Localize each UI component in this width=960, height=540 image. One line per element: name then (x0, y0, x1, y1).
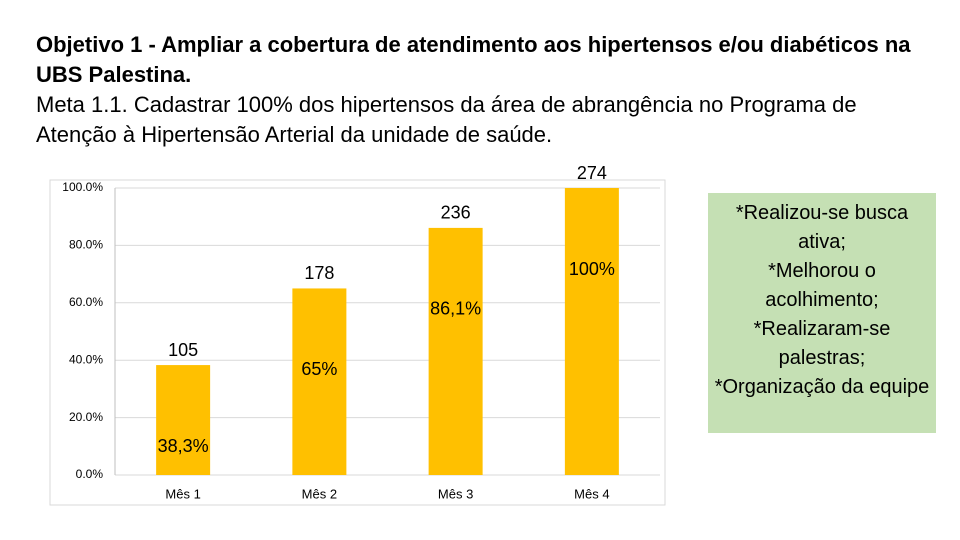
count-label: 236 (441, 203, 471, 223)
header: Objetivo 1 - Ampliar a cobertura de aten… (36, 30, 916, 150)
chart-frame (49, 179, 666, 506)
count-label: 274 (577, 163, 607, 183)
x-tick-label: Mês 2 (302, 486, 337, 501)
y-tick-label: 40.0% (69, 352, 103, 366)
goal: Meta 1.1. Cadastrar 100% dos hipertensos… (36, 92, 857, 147)
value-label: 86,1% (430, 299, 481, 319)
x-tick-label: Mês 3 (438, 486, 473, 501)
y-tick-label: 20.0% (69, 410, 103, 424)
count-label: 178 (304, 263, 334, 283)
bar (428, 227, 483, 475)
y-tick-label: 80.0% (69, 238, 103, 252)
y-tick-label: 100.0% (62, 180, 103, 194)
note: *Realizaram-se palestras; (753, 318, 891, 369)
value-label: 100% (569, 259, 615, 279)
y-tick-label: 0.0% (76, 467, 104, 481)
note: *Melhorou o acolhimento; (765, 260, 879, 311)
x-tick-label: Mês 1 (165, 486, 200, 501)
bar (564, 188, 619, 475)
count-label: 105 (168, 340, 198, 360)
note: *Organização da equipe (714, 376, 930, 398)
bar (292, 288, 347, 475)
title: Objetivo 1 - Ampliar a cobertura de aten… (36, 32, 911, 87)
note: *Realizou-se busca ativa; (735, 202, 909, 253)
bar (156, 365, 211, 475)
y-tick-label: 60.0% (69, 295, 103, 309)
notes-box: *Realizou-se busca ativa; *Melhorou o aco… (708, 193, 936, 433)
value-label: 65% (301, 359, 337, 379)
x-tick-label: Mês 4 (574, 486, 609, 501)
value-label: 38,3% (158, 436, 209, 456)
